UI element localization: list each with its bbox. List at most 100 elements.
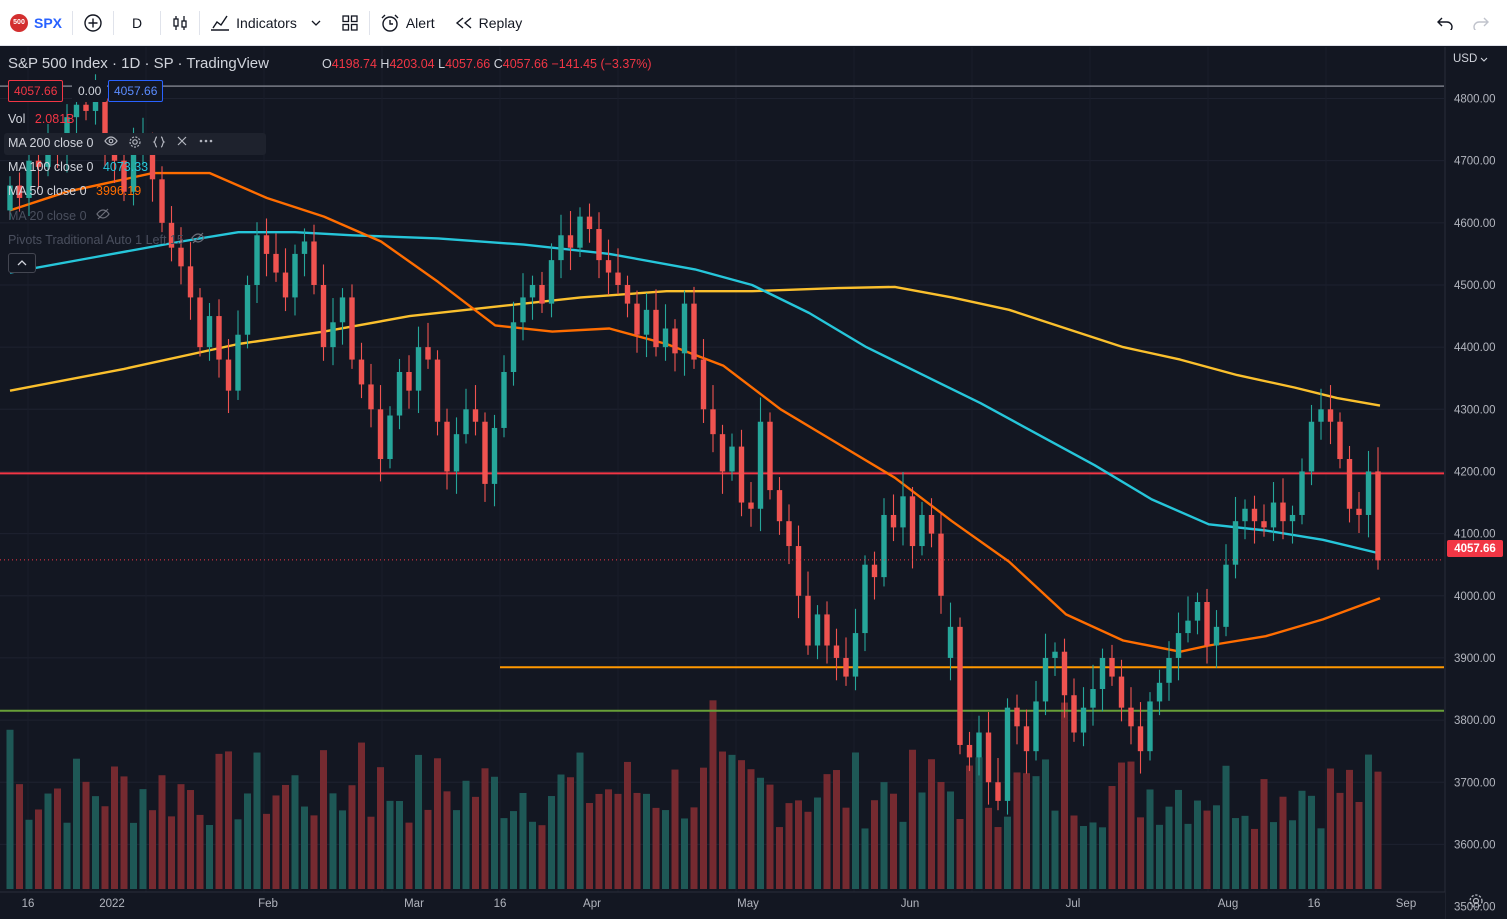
volume-bar xyxy=(1051,810,1059,889)
volume-bar xyxy=(757,777,764,889)
volume-bar xyxy=(1127,761,1135,889)
candle-body xyxy=(881,514,887,578)
toolbar-divider xyxy=(199,10,201,35)
volume-bar xyxy=(814,797,821,889)
indicator-value: 4073.33 xyxy=(102,160,149,174)
rewind-icon xyxy=(455,16,473,30)
volume-bar xyxy=(728,754,736,889)
compare-button[interactable] xyxy=(73,0,113,46)
undo-button[interactable] xyxy=(1427,0,1463,46)
volume-bar xyxy=(358,742,365,889)
volume-bar xyxy=(310,815,318,889)
collapse-legend-button[interactable] xyxy=(8,253,36,273)
interval-label: D xyxy=(132,14,143,31)
toolbar-divider xyxy=(72,10,74,35)
alert-label: Alert xyxy=(405,14,435,31)
indicator-label: MA 50 close 0 xyxy=(8,184,87,198)
gear-icon[interactable] xyxy=(128,135,142,152)
volume-bar xyxy=(329,793,337,889)
indicator-vol[interactable]: Vol 2.081B xyxy=(8,112,75,126)
candle-body xyxy=(1137,726,1144,752)
candle-body xyxy=(1251,508,1258,522)
volume-bar xyxy=(557,774,565,889)
volume-bar xyxy=(956,818,964,889)
candle-body xyxy=(206,316,213,348)
alert-button[interactable]: Alert xyxy=(370,0,445,46)
volume-bar xyxy=(1013,772,1021,889)
indicator-label: Vol xyxy=(8,112,26,126)
source-code-icon[interactable] xyxy=(152,135,166,152)
volume-bar xyxy=(158,775,166,889)
symbol-name[interactable]: SPX xyxy=(34,14,63,31)
time-tick-label: 16 xyxy=(494,898,507,910)
candle-body xyxy=(349,297,355,360)
volume-bar xyxy=(253,752,261,889)
volume-bar xyxy=(25,819,33,889)
close-icon[interactable] xyxy=(176,135,188,152)
volume-bar xyxy=(709,700,717,889)
volume-bar xyxy=(1222,765,1230,889)
candle-body xyxy=(938,533,944,596)
candle-body xyxy=(1346,459,1353,509)
candle-body xyxy=(852,633,859,677)
indicator-ma20[interactable]: MA 20 close 0 xyxy=(8,208,110,223)
redo-button[interactable] xyxy=(1463,0,1507,46)
price-tick-label: 4000.00 xyxy=(1454,591,1496,603)
ask-price[interactable]: 4057.66 xyxy=(108,80,164,102)
volume-bar xyxy=(462,780,470,889)
last-price-tag: 4057.66 xyxy=(1447,540,1503,557)
volume-bar xyxy=(424,809,432,889)
indicator-ma100[interactable]: MA 100 close 0 4073.33 xyxy=(8,160,148,174)
volume-bar xyxy=(244,793,251,889)
interval-button[interactable]: D xyxy=(114,0,160,46)
volume-bar xyxy=(880,782,888,889)
replay-button[interactable]: Replay xyxy=(445,0,533,46)
volume-bar xyxy=(776,827,783,889)
candle-body xyxy=(396,372,403,416)
eye-off-icon[interactable] xyxy=(96,208,110,223)
candle-body xyxy=(311,241,317,285)
chart-type-button[interactable] xyxy=(161,0,199,46)
volume-bar xyxy=(367,816,375,889)
indicator-value: 3996.19 xyxy=(96,184,142,198)
candle-body xyxy=(358,359,365,385)
volume-bar xyxy=(614,793,622,889)
chevron-down-icon[interactable] xyxy=(311,20,321,26)
more-icon[interactable] xyxy=(198,135,214,152)
indicator-ma200[interactable]: MA 200 close 0 xyxy=(8,136,93,150)
time-tick-label: 16 xyxy=(22,898,35,910)
price-chart[interactable]: 4800.00 4700.00 4600.00 4500.00 4400.00 4300.… xyxy=(0,47,1507,919)
settings-icon[interactable] xyxy=(1468,893,1484,914)
candle-body xyxy=(776,490,783,522)
eye-off-icon[interactable] xyxy=(191,232,206,247)
candle-body xyxy=(197,297,203,348)
volume-bar xyxy=(500,818,508,889)
templates-button[interactable] xyxy=(331,0,369,46)
candle-body xyxy=(434,359,441,422)
candle-body xyxy=(187,266,194,298)
candle-body xyxy=(1052,651,1058,658)
bid-price[interactable]: 4057.66 xyxy=(8,80,64,102)
candle-body xyxy=(586,216,593,230)
candle-body xyxy=(624,284,631,304)
price-tick-label: 4400.00 xyxy=(1454,342,1496,354)
currency-selector[interactable]: USD xyxy=(1453,53,1488,65)
price-tick-label: 4500.00 xyxy=(1454,280,1496,292)
volume-bar xyxy=(54,788,61,889)
volume-bar xyxy=(177,784,185,889)
indicators-button[interactable]: Indicators xyxy=(200,0,331,46)
ohlc-readout: O4198.74 H4203.04 L4057.66 C4057.66 −141… xyxy=(322,57,652,71)
volume-bar xyxy=(320,750,327,889)
indicator-pivots[interactable]: Pivots Traditional Auto 1 Left 15 xyxy=(8,232,206,247)
eye-icon[interactable] xyxy=(104,135,118,152)
time-tick-label: Sep xyxy=(1396,898,1416,910)
symbol-search[interactable]: 500 SPX xyxy=(0,0,72,46)
indicator-ma50[interactable]: MA 50 close 0 3996.19 xyxy=(8,184,141,198)
volume-bar xyxy=(44,793,52,889)
chart-area[interactable]: 4800.00 4700.00 4600.00 4500.00 4400.00 4300.… xyxy=(0,47,1507,919)
time-tick-label: 2022 xyxy=(99,898,125,910)
volume-bar xyxy=(1165,806,1173,889)
volume-bar xyxy=(63,822,71,889)
volume-bar xyxy=(405,822,413,889)
candle-body xyxy=(368,384,374,410)
